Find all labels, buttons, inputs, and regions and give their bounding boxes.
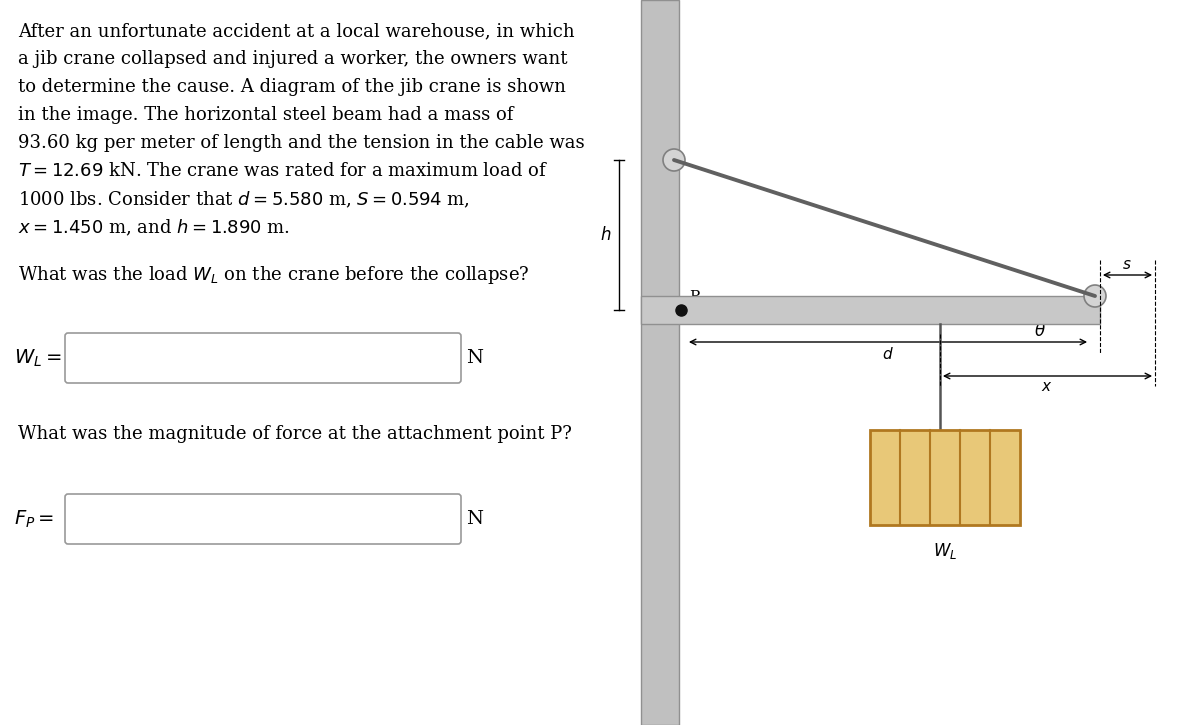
Circle shape [1084, 285, 1106, 307]
Text: 93.60 kg per meter of length and the tension in the cable was: 93.60 kg per meter of length and the ten… [18, 134, 584, 152]
Text: $W_L$: $W_L$ [932, 541, 958, 561]
Text: What was the magnitude of force at the attachment point P?: What was the magnitude of force at the a… [18, 425, 572, 443]
FancyBboxPatch shape [65, 333, 461, 383]
Text: N: N [466, 349, 482, 367]
Text: $F_P =$: $F_P =$ [14, 508, 54, 530]
Text: 1000 lbs. Consider that $d = 5.580$ m, $S = 0.594$ m,: 1000 lbs. Consider that $d = 5.580$ m, $… [18, 190, 470, 210]
FancyBboxPatch shape [65, 494, 461, 544]
Text: P: P [689, 290, 700, 304]
Text: $T = 12.69$ kN. The crane was rated for a maximum load of: $T = 12.69$ kN. The crane was rated for … [18, 162, 548, 180]
Text: a jib crane collapsed and injured a worker, the owners want: a jib crane collapsed and injured a work… [18, 50, 568, 68]
Text: What was the load $W_L$ on the crane before the collapse?: What was the load $W_L$ on the crane bef… [18, 264, 529, 286]
Text: $\theta$: $\theta$ [1034, 322, 1046, 340]
Bar [641, 296, 1100, 324]
Bar [641, 0, 679, 725]
Text: After an unfortunate accident at a local warehouse, in which: After an unfortunate accident at a local… [18, 22, 575, 40]
Circle shape [662, 149, 685, 171]
Text: $x$: $x$ [1042, 380, 1052, 394]
Text: $x = 1.450$ m, and $h = 1.890$ m.: $x = 1.450$ m, and $h = 1.890$ m. [18, 218, 290, 239]
Text: $d$: $d$ [882, 346, 894, 362]
Text: in the image. The horizontal steel beam had a mass of: in the image. The horizontal steel beam … [18, 106, 514, 124]
Text: $h$: $h$ [600, 226, 611, 244]
Text: N: N [466, 510, 482, 528]
Text: $s$: $s$ [1122, 258, 1132, 272]
Text: $W_L =$: $W_L =$ [14, 347, 61, 368]
Text: to determine the cause. A diagram of the jib crane is shown: to determine the cause. A diagram of the… [18, 78, 566, 96]
Bar [870, 430, 1020, 525]
